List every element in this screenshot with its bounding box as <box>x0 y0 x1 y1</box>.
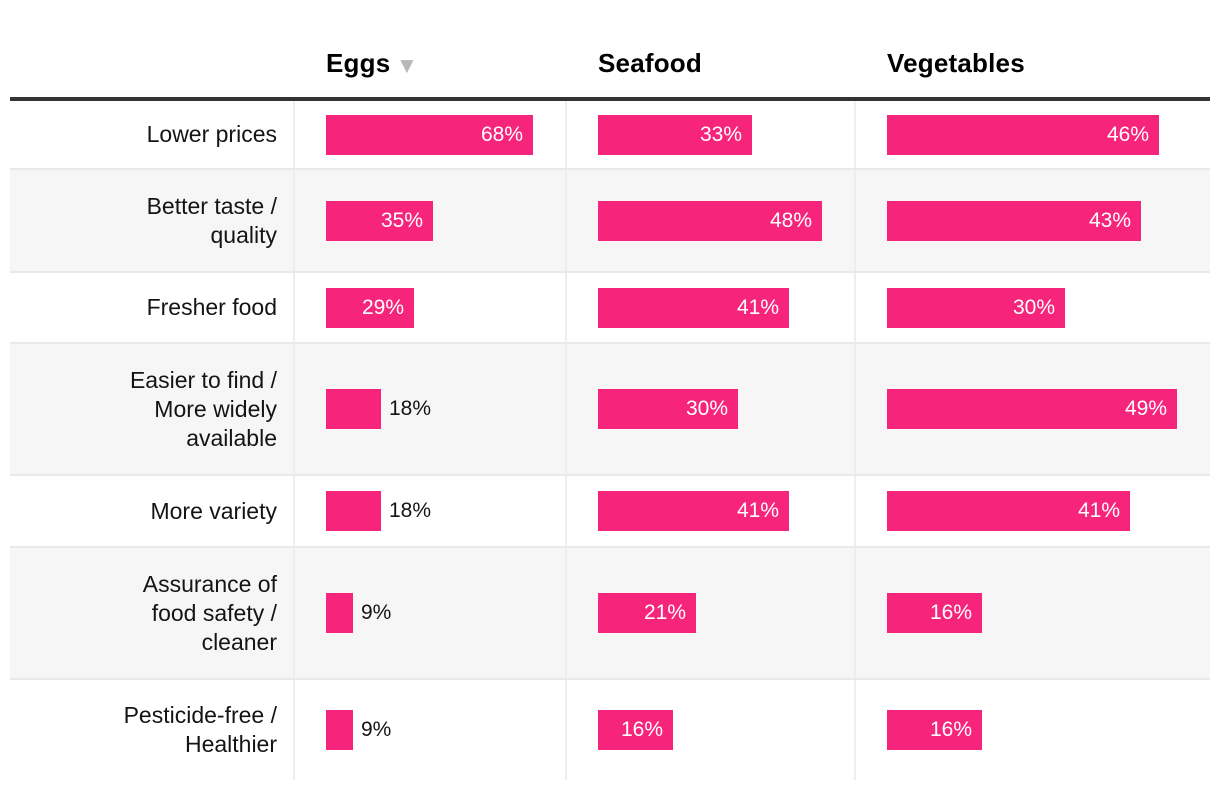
bar-cell: 16% <box>565 680 854 780</box>
column-header-label: Vegetables <box>887 48 1025 78</box>
bar: 29% <box>326 287 414 328</box>
bar <box>326 491 381 531</box>
bar: 16% <box>887 710 982 750</box>
bar: 16% <box>887 593 982 633</box>
bar <box>326 593 353 633</box>
bar-value-label: 16% <box>929 601 972 624</box>
bar <box>326 710 353 750</box>
bar-value-label: 33% <box>699 122 742 146</box>
bar: 41% <box>598 491 789 531</box>
bar: 35% <box>326 200 433 241</box>
bar-cell: 68% <box>293 101 565 168</box>
bar-value-label: 16% <box>620 718 663 741</box>
row-label: Easier to find / More widely available <box>129 366 277 451</box>
column-header-eggs[interactable]: Eggs ▼ <box>293 48 565 97</box>
bar-value-label: 30% <box>1012 295 1055 319</box>
bar-value-label: 21% <box>643 601 686 624</box>
bar-value-label: 29% <box>361 295 404 319</box>
bar-cell: 18% <box>293 476 565 546</box>
table-row: Lower prices 68% 33% 46% <box>10 101 1210 170</box>
row-label: Fresher food <box>146 294 277 320</box>
bar-cell: 16% <box>854 680 1210 780</box>
bar-value-label: 68% <box>480 122 523 146</box>
column-header-seafood[interactable]: Seafood <box>565 48 854 97</box>
bar-cell: 9% <box>293 680 565 780</box>
bar-cell: 18% <box>293 344 565 474</box>
bar-value-label: 18% <box>389 397 432 420</box>
bar-value-label: 35% <box>380 208 423 232</box>
bar-value-label: 41% <box>736 295 779 319</box>
table-row: Fresher food 29% 41% 30% <box>10 273 1210 344</box>
bar-cell: 33% <box>565 101 854 168</box>
row-label: Assurance of food safety / cleaner <box>142 570 277 655</box>
row-label: More variety <box>150 497 277 524</box>
bar-value-label: 30% <box>685 397 728 420</box>
bar: 46% <box>887 114 1159 155</box>
bar: 43% <box>887 200 1141 241</box>
bar: 49% <box>887 389 1177 429</box>
bar-value-label: 49% <box>1124 397 1167 420</box>
bar-value-label: 16% <box>929 718 972 741</box>
column-header-vegetables[interactable]: Vegetables <box>854 48 1210 97</box>
bar: 41% <box>598 287 789 328</box>
bar-value-label: 18% <box>389 499 432 522</box>
bar: 41% <box>887 491 1130 531</box>
bar-value-label: 43% <box>1088 208 1131 232</box>
header-divider <box>10 97 1210 101</box>
table-row: Pesticide-free / Healthier 9% 16% 16% <box>10 680 1210 780</box>
bar-cell: 35% <box>293 170 565 271</box>
column-header-label: Seafood <box>598 48 702 78</box>
table-row: Better taste / quality 35% 48% 43% <box>10 170 1210 273</box>
bar-cell: 49% <box>854 344 1210 474</box>
table-row: More variety 18% 41% 41% <box>10 476 1210 548</box>
table-row: Assurance of food safety / cleaner 9% 21% 16% <box>10 548 1210 680</box>
bar <box>326 389 381 429</box>
bar: 33% <box>598 114 752 155</box>
bar: 48% <box>598 200 822 241</box>
bar-cell: 41% <box>565 476 854 546</box>
bar-value-label: 41% <box>1077 499 1120 522</box>
bar-cell: 30% <box>854 273 1210 342</box>
row-label: Lower prices <box>146 121 277 147</box>
bar-cell: 48% <box>565 170 854 271</box>
bar-value-label: 9% <box>361 601 392 624</box>
bar-cell: 41% <box>854 476 1210 546</box>
bar: 68% <box>326 114 533 155</box>
row-label: Better taste / quality <box>146 192 277 248</box>
bar: 21% <box>598 593 696 633</box>
bar-value-label: 9% <box>361 718 392 741</box>
bar-cell: 46% <box>854 101 1210 168</box>
bar-cell: 21% <box>565 548 854 678</box>
table-body: Lower prices 68% 33% 46% Better taste / quali… <box>10 101 1210 780</box>
bar-value-label: 48% <box>769 208 812 232</box>
bar: 16% <box>598 710 673 750</box>
bar-cell: 9% <box>293 548 565 678</box>
bar-value-label: 41% <box>736 499 779 522</box>
bar: 30% <box>598 389 738 429</box>
row-label: Pesticide-free / Healthier <box>123 702 277 757</box>
sort-descending-icon: ▼ <box>400 56 414 76</box>
bar-value-label: 46% <box>1106 122 1149 146</box>
table-header-row: Eggs ▼ Seafood Vegetables <box>10 0 1210 97</box>
bar-cell: 16% <box>854 548 1210 678</box>
row-header-spacer <box>10 79 293 97</box>
table-row: Easier to find / More widely available 18% 3… <box>10 344 1210 476</box>
bar-cell: 30% <box>565 344 854 474</box>
bar-cell: 29% <box>293 273 565 342</box>
bar-cell: 43% <box>854 170 1210 271</box>
bar-cell: 41% <box>565 273 854 342</box>
bar-table: Eggs ▼ Seafood Vegetables Lower prices 68%… <box>10 0 1210 780</box>
bar: 30% <box>887 287 1065 328</box>
column-header-label: Eggs <box>326 48 391 78</box>
